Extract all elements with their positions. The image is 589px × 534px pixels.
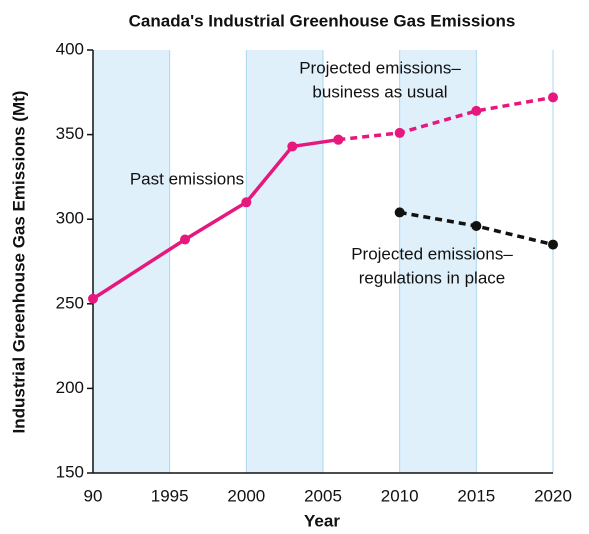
x-tick-label: 2000	[227, 486, 265, 505]
x-tick-label: 2005	[304, 486, 342, 505]
point	[394, 127, 405, 138]
band	[93, 50, 170, 473]
annotation: business as usual	[312, 82, 447, 101]
y-tick-label: 250	[56, 293, 84, 312]
x-tick-label: 1995	[151, 486, 189, 505]
bands	[93, 50, 477, 473]
y-tick-label: 400	[56, 39, 84, 58]
point	[241, 197, 252, 208]
y-tick-label: 300	[56, 209, 84, 228]
x-tick-label: 2015	[457, 486, 495, 505]
point	[287, 141, 298, 152]
point	[88, 293, 98, 304]
annotation: regulations in place	[359, 268, 505, 287]
y-tick-label: 150	[56, 462, 84, 481]
x-tick-label: 2010	[381, 486, 419, 505]
x-axis-label: Year	[304, 511, 340, 530]
y-axis-label: Industrial Greenhouse Gas Emissions (Mt)	[9, 91, 28, 434]
point	[394, 207, 405, 218]
annotation: Projected emissions–	[299, 58, 461, 77]
x-tick-label: 2020	[534, 486, 572, 505]
point	[180, 234, 190, 245]
band	[246, 50, 323, 473]
y-tick-label: 200	[56, 378, 84, 397]
point	[548, 92, 558, 103]
annotation: Past emissions	[130, 169, 244, 188]
annotation: Projected emissions–	[351, 244, 513, 263]
chart-title: Canada's Industrial Greenhouse Gas Emiss…	[129, 11, 516, 30]
y-tick-label: 350	[56, 124, 84, 143]
series-line	[338, 95, 554, 142]
point	[548, 239, 558, 250]
point	[471, 105, 482, 116]
point	[471, 220, 482, 231]
x-tick-label: 90	[84, 486, 103, 505]
point	[333, 134, 344, 145]
